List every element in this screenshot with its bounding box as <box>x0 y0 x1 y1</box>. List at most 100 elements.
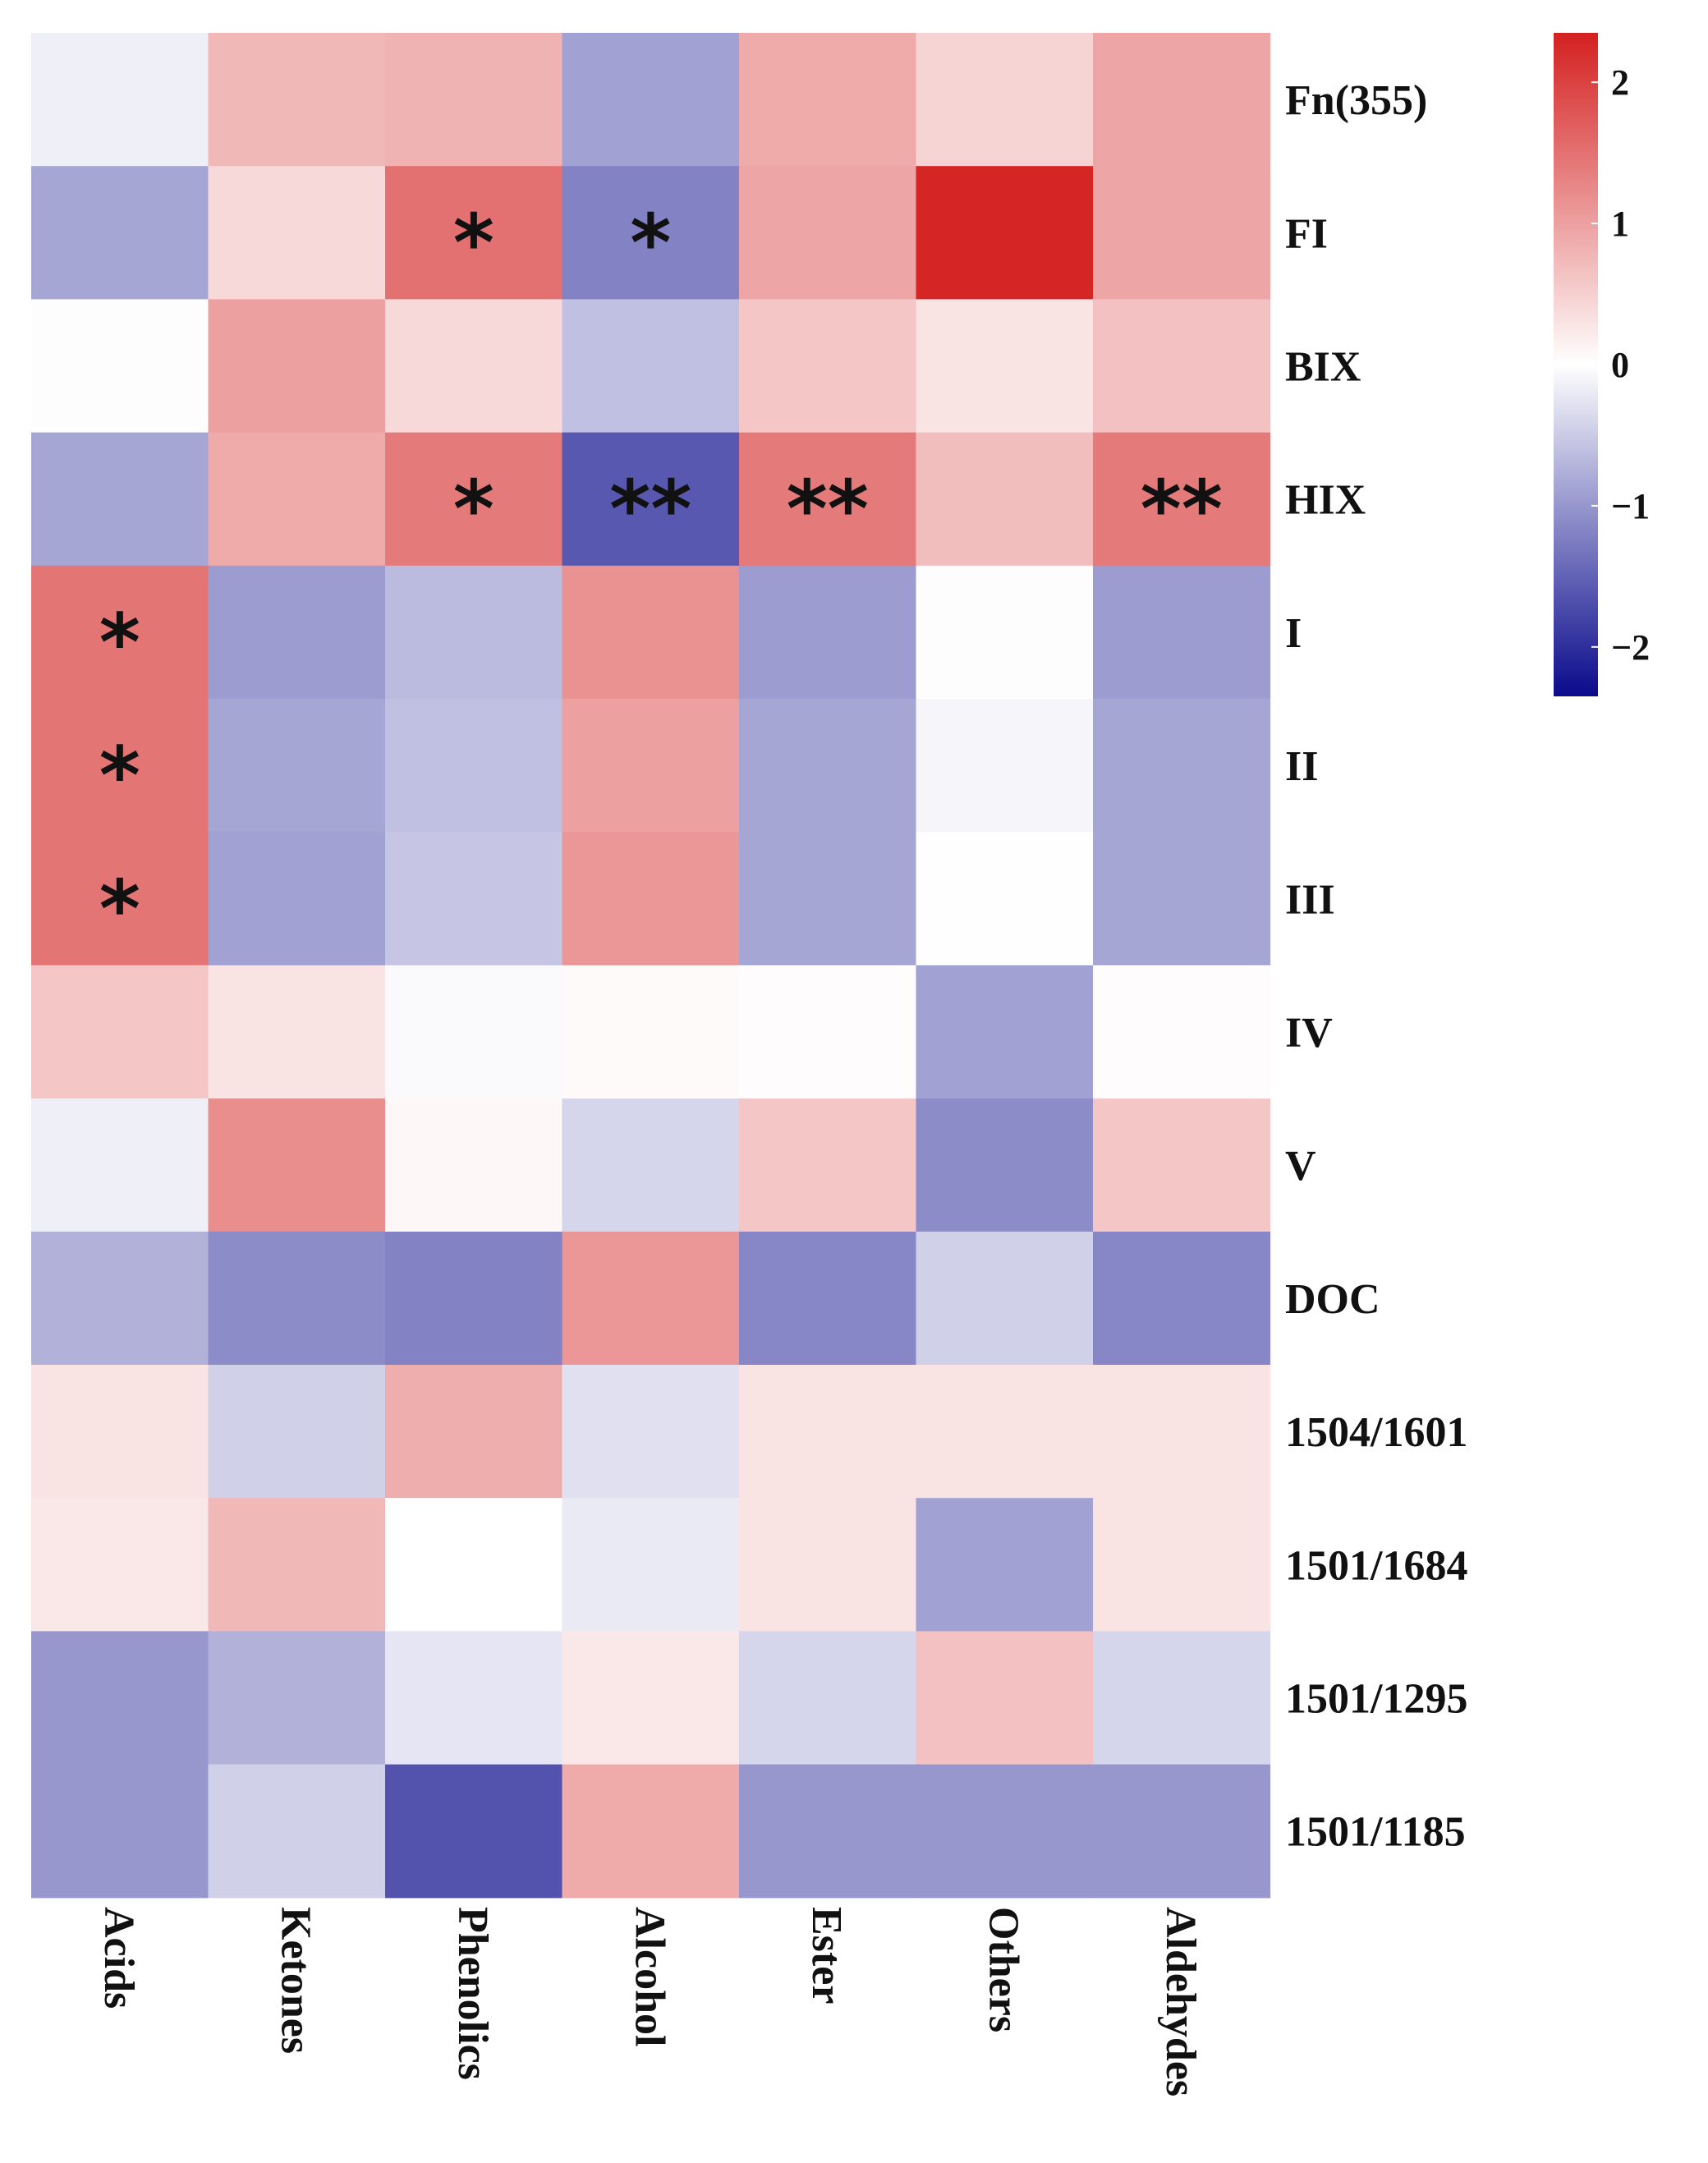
row-label: V <box>1285 1143 1316 1190</box>
heatmap-cell <box>562 1631 740 1766</box>
heatmap-cell <box>739 33 917 167</box>
heatmap-cell <box>1093 965 1271 1100</box>
row-label: IV <box>1285 1010 1333 1057</box>
heatmap-cell <box>1093 1631 1271 1766</box>
heatmap-cell <box>916 1498 1094 1632</box>
colorbar-tick-label: −1 <box>1611 486 1650 526</box>
heatmap-cell <box>562 832 740 966</box>
column-label: Aldehydes <box>1157 1907 1204 2096</box>
heatmap-cell <box>562 33 740 167</box>
column-labels: Acids Ketones Phenolics Alcohol Ester Others A… <box>95 1907 1204 2096</box>
heatmap-cell <box>31 1631 209 1766</box>
heatmap-cells <box>31 33 1271 1899</box>
heatmap-cell <box>916 1631 1094 1766</box>
heatmap-cell <box>562 1231 740 1366</box>
heatmap-cell <box>385 1764 563 1899</box>
heatmap-cell <box>31 166 209 300</box>
significance-marker: * <box>99 597 140 689</box>
significance-marker: * <box>99 863 140 955</box>
heatmap-cell <box>562 1764 740 1899</box>
heatmap-cell <box>208 699 386 833</box>
heatmap-cell <box>385 432 563 567</box>
row-label: BIX <box>1285 344 1361 391</box>
colorbar-tick-label: 1 <box>1611 204 1629 244</box>
heatmap-cell <box>739 699 917 833</box>
heatmap-cell <box>1093 565 1271 700</box>
heatmap-cell <box>1093 432 1271 567</box>
heatmap-cell <box>739 299 917 434</box>
heatmap-cell <box>208 965 386 1100</box>
heatmap-cell <box>562 965 740 1100</box>
colorbar-tick-label: 2 <box>1611 62 1629 103</box>
heatmap-cell <box>1093 699 1271 833</box>
heatmap-cell <box>562 1365 740 1499</box>
row-label: 1504/1601 <box>1285 1409 1467 1456</box>
heatmap-cell <box>739 1098 917 1233</box>
heatmap-cell <box>31 965 209 1100</box>
heatmap-cell <box>385 33 563 167</box>
heatmap-cell <box>562 1098 740 1233</box>
heatmap-cell <box>739 1764 917 1899</box>
significance-marker: ** <box>787 464 869 556</box>
heatmap-cell <box>916 166 1094 300</box>
colorbar-gradient <box>1554 33 1598 696</box>
heatmap-cell <box>1093 299 1271 434</box>
heatmap-cell <box>739 1631 917 1766</box>
heatmap-cell <box>31 1365 209 1499</box>
heatmap-cell <box>916 1764 1094 1899</box>
heatmap-cell <box>208 166 386 300</box>
heatmap-cell <box>562 1498 740 1632</box>
heatmap-cell <box>916 33 1094 167</box>
heatmap-cell <box>1093 166 1271 300</box>
heatmap-cell <box>385 1098 563 1233</box>
heatmap-cell <box>562 166 740 300</box>
heatmap-cell <box>916 1098 1094 1233</box>
row-label: FI <box>1285 210 1328 257</box>
heatmap-cell <box>208 1231 386 1366</box>
heatmap-cell <box>739 1365 917 1499</box>
heatmap-cell <box>208 1098 386 1233</box>
heatmap-cell <box>562 432 740 567</box>
row-label: Fn(355) <box>1285 77 1427 124</box>
row-label: 1501/1684 <box>1285 1542 1467 1589</box>
heatmap-cell <box>1093 832 1271 966</box>
heatmap-cell <box>562 699 740 833</box>
row-label: DOC <box>1285 1276 1380 1323</box>
heatmap-cell <box>208 1631 386 1766</box>
heatmap-cell <box>739 166 917 300</box>
column-label: Acids <box>95 1907 142 2009</box>
heatmap-cell <box>1093 1365 1271 1499</box>
heatmap-cell <box>1093 1498 1271 1632</box>
row-label: III <box>1285 876 1335 923</box>
heatmap-cell <box>385 299 563 434</box>
heatmap-cell <box>739 1231 917 1366</box>
heatmap-cell <box>31 33 209 167</box>
heatmap-cell <box>562 299 740 434</box>
heatmap-cell <box>1093 1098 1271 1233</box>
significance-marker: ** <box>1141 464 1223 556</box>
heatmap-cell <box>739 565 917 700</box>
heatmap-cell <box>385 166 563 300</box>
column-label: Ester <box>803 1907 850 2004</box>
heatmap-cell <box>385 565 563 700</box>
column-label: Ketones <box>272 1907 319 2054</box>
colorbar-tick-label: −2 <box>1611 627 1650 668</box>
heatmap-cell <box>385 965 563 1100</box>
row-label: HIX <box>1285 477 1366 524</box>
heatmap-cell <box>385 1365 563 1499</box>
heatmap-cell <box>208 1365 386 1499</box>
heatmap-cell <box>385 1498 563 1632</box>
significance-marker: * <box>453 197 494 289</box>
heatmap-cell <box>208 1764 386 1899</box>
heatmap-cell <box>31 832 209 966</box>
row-label: I <box>1285 610 1302 657</box>
heatmap-cell <box>208 299 386 434</box>
heatmap-cell <box>1093 33 1271 167</box>
heatmap-cell <box>739 432 917 567</box>
heatmap-cell <box>208 432 386 567</box>
heatmap-cell <box>385 1631 563 1766</box>
heatmap-cell <box>1093 1231 1271 1366</box>
column-label: Alcohol <box>626 1907 673 2046</box>
heatmap-cell <box>31 565 209 700</box>
